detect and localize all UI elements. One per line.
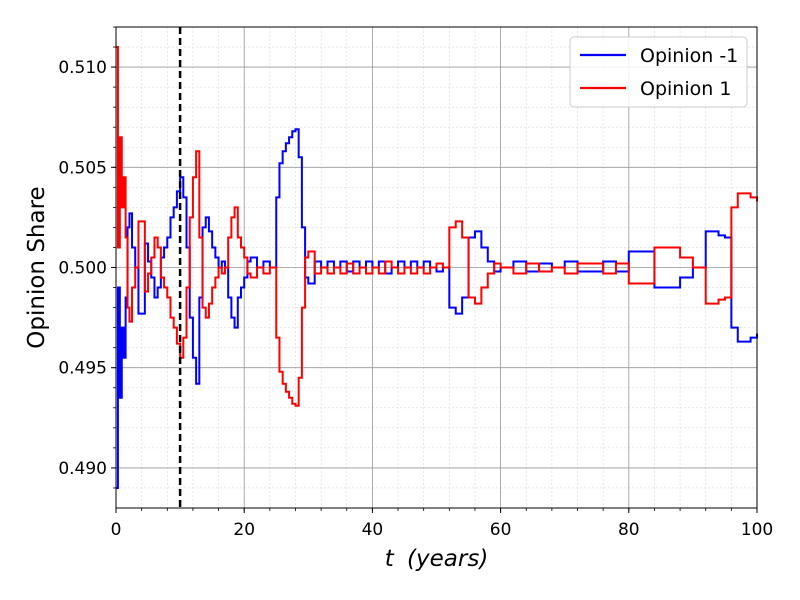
series-line-0 <box>116 128 758 489</box>
legend-label-opinion-minus-1: Opinion -1 <box>640 45 738 67</box>
x-tick-label: 100 <box>741 520 773 540</box>
x-axis-title: t (years) <box>385 546 489 572</box>
series-line-1 <box>116 46 758 407</box>
legend: Opinion -1 Opinion 1 <box>569 36 748 108</box>
x-axis-variable: t <box>385 546 395 572</box>
y-axis-ticks: 0.490 0.495 0.500 0.505 0.510 <box>58 26 116 489</box>
legend-label-opinion-1: Opinion 1 <box>640 78 731 100</box>
x-axis-ticks: 0 20 40 60 80 100 <box>111 508 773 540</box>
series-layer <box>116 46 758 489</box>
y-tick-label: 0.510 <box>58 58 107 78</box>
x-tick-label: 20 <box>233 520 255 540</box>
y-tick-label: 0.495 <box>58 359 107 379</box>
x-tick-label: 40 <box>362 520 384 540</box>
y-tick-label: 0.500 <box>58 259 107 279</box>
y-axis-title: Opinion Share <box>24 186 50 348</box>
y-tick-label: 0.505 <box>58 158 107 178</box>
y-tick-label: 0.490 <box>58 459 107 479</box>
x-axis-unit: (years) <box>407 546 488 572</box>
x-tick-label: 60 <box>490 520 512 540</box>
x-tick-label: 0 <box>111 520 122 540</box>
x-tick-label: 80 <box>618 520 640 540</box>
